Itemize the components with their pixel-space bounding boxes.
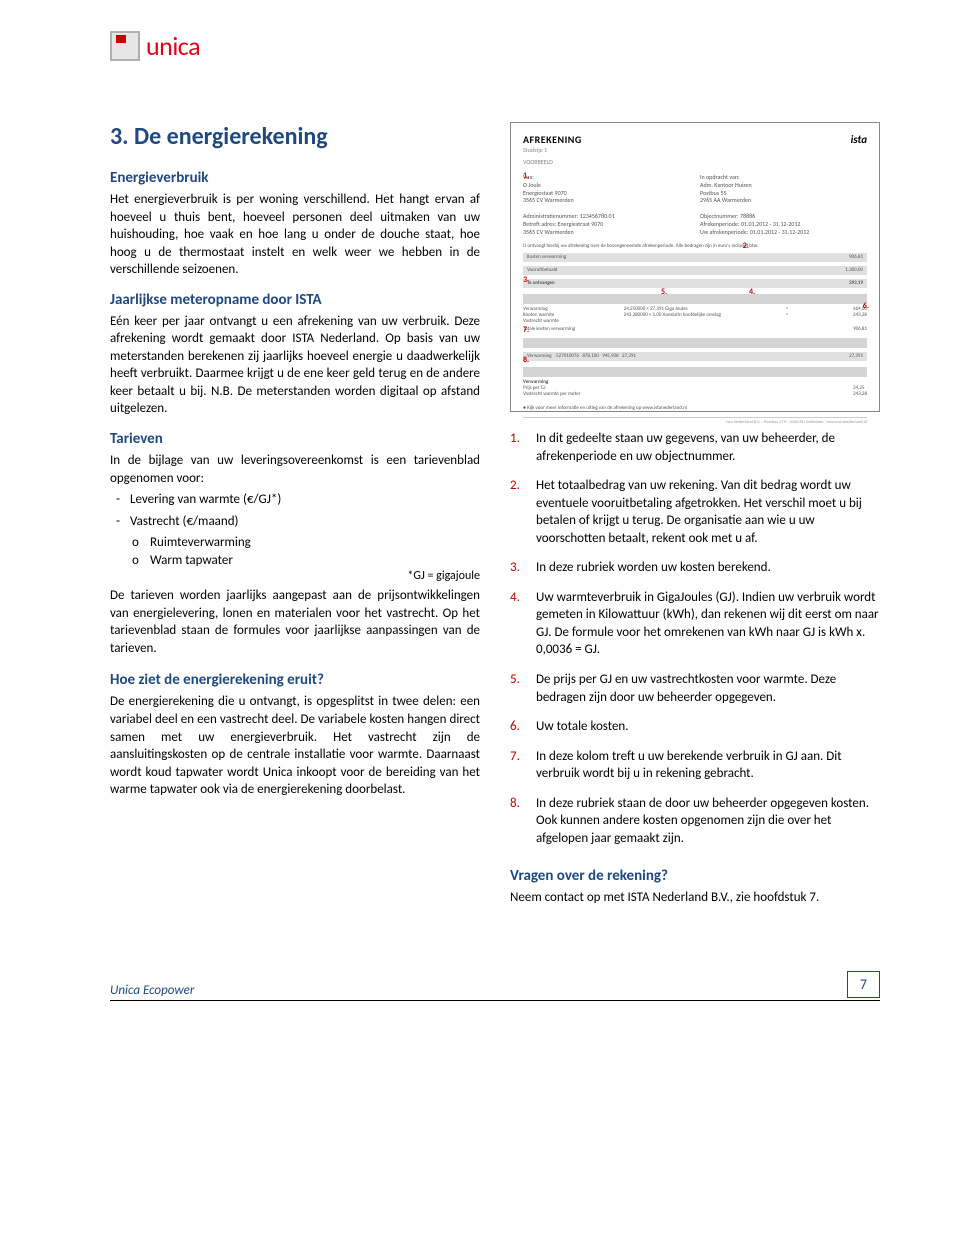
legend-text: In dit gedeelte staan uw gegevens, van u… — [536, 430, 880, 465]
header-logo: unica — [110, 30, 880, 62]
logo-text: unica — [146, 30, 200, 62]
legend-number: 8. — [510, 795, 526, 848]
paragraph: De energierekening die u ontvangt, is op… — [110, 693, 480, 798]
legend-text: In deze rubriek worden uw kosten bereken… — [536, 559, 880, 577]
footnote: *GJ = gigajoule — [110, 569, 480, 583]
legend-number: 5. — [510, 671, 526, 706]
page-title: 3. De energierekening — [110, 122, 480, 151]
paragraph: De tarieven worden jaarlijks aangepast a… — [110, 587, 480, 657]
legend-item: 3. In deze rubriek worden uw kosten berek… — [510, 559, 880, 577]
paragraph: In de bijlage van uw leveringsovereenkom… — [110, 452, 480, 487]
paragraph: Neem contact op met ISTA Nederland B.V.,… — [510, 889, 880, 907]
legend-number: 2. — [510, 477, 526, 547]
logo-badge-icon — [110, 31, 140, 61]
section-heading-energieverbruik: Energieverbruik — [110, 169, 480, 187]
legend-item: 4.Uw warmteverbruik in GigaJoules (GJ). … — [510, 589, 880, 659]
legend-item: 5. De prijs per GJ en uw vastrechtkosten … — [510, 671, 880, 706]
legend-text: In deze rubriek staan de door uw beheerd… — [536, 795, 880, 848]
legend-text: De prijs per GJ en uw vastrechtkosten vo… — [536, 671, 880, 706]
legend-text: Uw totale kosten. — [536, 718, 880, 736]
right-column: AFREKENING Studstje 1 VOORBEELD ista 1. … — [510, 122, 880, 911]
section-heading-hoe-ziet: Hoe ziet de energierekening eruit? — [110, 671, 480, 689]
legend-number: 6. — [510, 718, 526, 736]
invoice-title: AFREKENING — [523, 133, 582, 146]
legend-item: 2.Het totaalbedrag van uw rekening. Van … — [510, 477, 880, 547]
legend-text: Uw warmteverbruik in GigaJoules (GJ). In… — [536, 589, 880, 659]
legend-list: 1. In dit gedeelte staan uw gegevens, van… — [510, 430, 880, 847]
page-footer: Unica Ecopower 7 — [110, 971, 880, 1001]
footer-brand: Unica Ecopower — [110, 983, 194, 998]
legend-text: Het totaalbedrag van uw rekening. Van di… — [536, 477, 880, 547]
section-heading-meteropname: Jaarlijkse meteropname door ISTA — [110, 291, 480, 309]
invoice-brand-logo: ista — [851, 133, 867, 146]
legend-number: 3. — [510, 559, 526, 577]
legend-number: 1. — [510, 430, 526, 465]
paragraph: Eén keer per jaar ontvangt u een afreken… — [110, 313, 480, 418]
content-columns: 3. De energierekening Energieverbruik He… — [110, 122, 880, 911]
page: unica 3. De energierekening Energieverbr… — [0, 0, 960, 1041]
left-column: 3. De energierekening Energieverbruik He… — [110, 122, 480, 911]
legend-item: 7. In deze kolom treft u uw berekende ver… — [510, 748, 880, 783]
list-item: Levering van warmte (€/GJ*) — [110, 491, 480, 509]
legend-item: 8.In deze rubriek staan de door uw behee… — [510, 795, 880, 848]
section-heading-vragen: Vragen over de rekening? — [510, 867, 880, 885]
legend-item: 6. Uw totale kosten. — [510, 718, 880, 736]
page-number: 7 — [847, 971, 880, 998]
legend-number: 4. — [510, 589, 526, 659]
invoice-preview-image: AFREKENING Studstje 1 VOORBEELD ista 1. … — [510, 122, 880, 412]
section-heading-tarieven: Tarieven — [110, 430, 480, 448]
list-subitem: Ruimteverwarming — [110, 534, 480, 552]
legend-text: In deze kolom treft u uw berekende verbr… — [536, 748, 880, 783]
list-item: Vastrecht (€/maand) — [110, 513, 480, 531]
legend-number: 7. — [510, 748, 526, 783]
list-subitem: Warm tapwater — [110, 552, 480, 570]
invoice-sample-label: VOORBEELD — [523, 158, 582, 166]
invoice-subtitle: Studstje 1 — [523, 146, 582, 154]
paragraph: Het energieverbruik is per woning versch… — [110, 191, 480, 279]
legend-item: 1. In dit gedeelte staan uw gegevens, van… — [510, 430, 880, 465]
